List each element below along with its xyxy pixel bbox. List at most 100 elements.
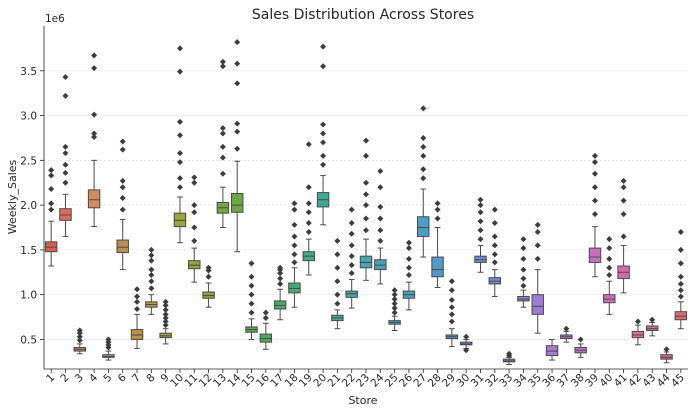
outlier-point: [606, 236, 613, 243]
outlier-point: [219, 170, 226, 177]
store-box-12: [202, 264, 215, 308]
store-box-26: [402, 239, 416, 311]
outlier-point: [606, 271, 613, 278]
x-tick-label: 3: [73, 372, 86, 385]
store-box-42: [631, 318, 645, 346]
outlier-point: [491, 259, 498, 266]
outlier-point: [91, 65, 98, 72]
outlier-point: [76, 327, 83, 334]
iqr-box: [230, 192, 244, 213]
outlier-point: [506, 350, 513, 357]
store-box-6: [116, 138, 129, 271]
outlier-point: [162, 311, 169, 318]
outlier-point: [677, 273, 684, 280]
store-box-38: [574, 336, 587, 358]
outlier-point: [520, 282, 527, 289]
outlier-point: [234, 120, 241, 127]
outlier-point: [134, 305, 141, 312]
outlier-point: [606, 255, 613, 262]
store-box-39: [588, 152, 602, 278]
outlier-point: [377, 168, 384, 175]
store-box-41: [617, 177, 630, 294]
outlier-point: [677, 287, 684, 294]
outlier-point: [162, 306, 169, 313]
outlier-point: [205, 264, 212, 271]
outlier-point: [477, 218, 484, 225]
store-box-37: [560, 325, 573, 343]
outlier-point: [534, 228, 541, 235]
outlier-point: [234, 80, 241, 87]
outlier-point: [305, 184, 312, 191]
outlier-point: [334, 291, 341, 298]
outlier-point: [520, 236, 527, 243]
outlier-point: [334, 251, 341, 258]
store-box-34: [517, 236, 530, 308]
x-tick-label: 8: [144, 372, 157, 385]
outlier-point: [434, 215, 441, 222]
outlier-point: [176, 150, 183, 157]
store-box-9: [159, 298, 172, 345]
outlier-point: [248, 309, 255, 316]
y-tick-label: 3.5: [20, 66, 37, 78]
outlier-point: [649, 316, 656, 323]
outlier-point: [219, 58, 226, 65]
outlier-point: [62, 92, 69, 99]
outlier-point: [148, 266, 155, 273]
outlier-point: [248, 300, 255, 307]
outlier-point: [620, 211, 627, 218]
outlier-point: [677, 228, 684, 235]
outlier-point: [348, 262, 355, 269]
outlier-point: [305, 200, 312, 207]
outlier-point: [91, 134, 98, 141]
outlier-point: [191, 202, 198, 209]
store-box-18: [288, 200, 301, 308]
outlier-point: [248, 291, 255, 298]
outlier-point: [176, 159, 183, 166]
outlier-point: [305, 209, 312, 216]
outlier-point: [191, 174, 198, 181]
store-box-20: [316, 43, 330, 226]
outlier-point: [305, 141, 312, 148]
store-box-32: [488, 206, 502, 297]
outlier-point: [606, 245, 613, 252]
outlier-point: [348, 253, 355, 260]
outlier-point: [320, 43, 327, 50]
outlier-point: [591, 152, 598, 159]
outlier-point: [606, 264, 613, 271]
outlier-point: [434, 200, 441, 207]
outlier-point: [677, 246, 684, 253]
outlier-point: [405, 271, 412, 278]
outlier-point: [591, 197, 598, 204]
outlier-point: [320, 130, 327, 137]
x-tick-label: 1: [44, 372, 57, 385]
store-box-22: [345, 206, 358, 309]
outlier-point: [434, 206, 441, 213]
store-box-5: [102, 336, 115, 361]
outlier-point: [234, 145, 241, 152]
outlier-point: [448, 278, 455, 285]
outlier-point: [234, 60, 241, 67]
outlier-point: [62, 179, 69, 186]
outlier-point: [348, 242, 355, 249]
outlier-point: [176, 68, 183, 75]
store-box-16: [259, 309, 273, 350]
outlier-point: [305, 220, 312, 227]
outlier-point: [405, 255, 412, 262]
store-box-30: [459, 333, 473, 354]
y-tick-label: 2.5: [20, 155, 37, 167]
outlier-point: [162, 318, 169, 325]
store-box-2: [59, 74, 72, 237]
y-tick-label: 1.0: [20, 290, 37, 302]
outlier-point: [277, 275, 284, 282]
outlier-point: [620, 233, 627, 240]
outlier-point: [48, 200, 55, 207]
store-box-13: [216, 58, 230, 229]
outlier-point: [491, 206, 498, 213]
store-box-44: [660, 346, 673, 364]
store-box-8: [145, 246, 158, 315]
store-box-31: [474, 196, 487, 273]
outlier-point: [320, 161, 327, 168]
outlier-point: [677, 293, 684, 300]
outlier-point: [520, 266, 527, 273]
store-box-23: [359, 137, 373, 281]
